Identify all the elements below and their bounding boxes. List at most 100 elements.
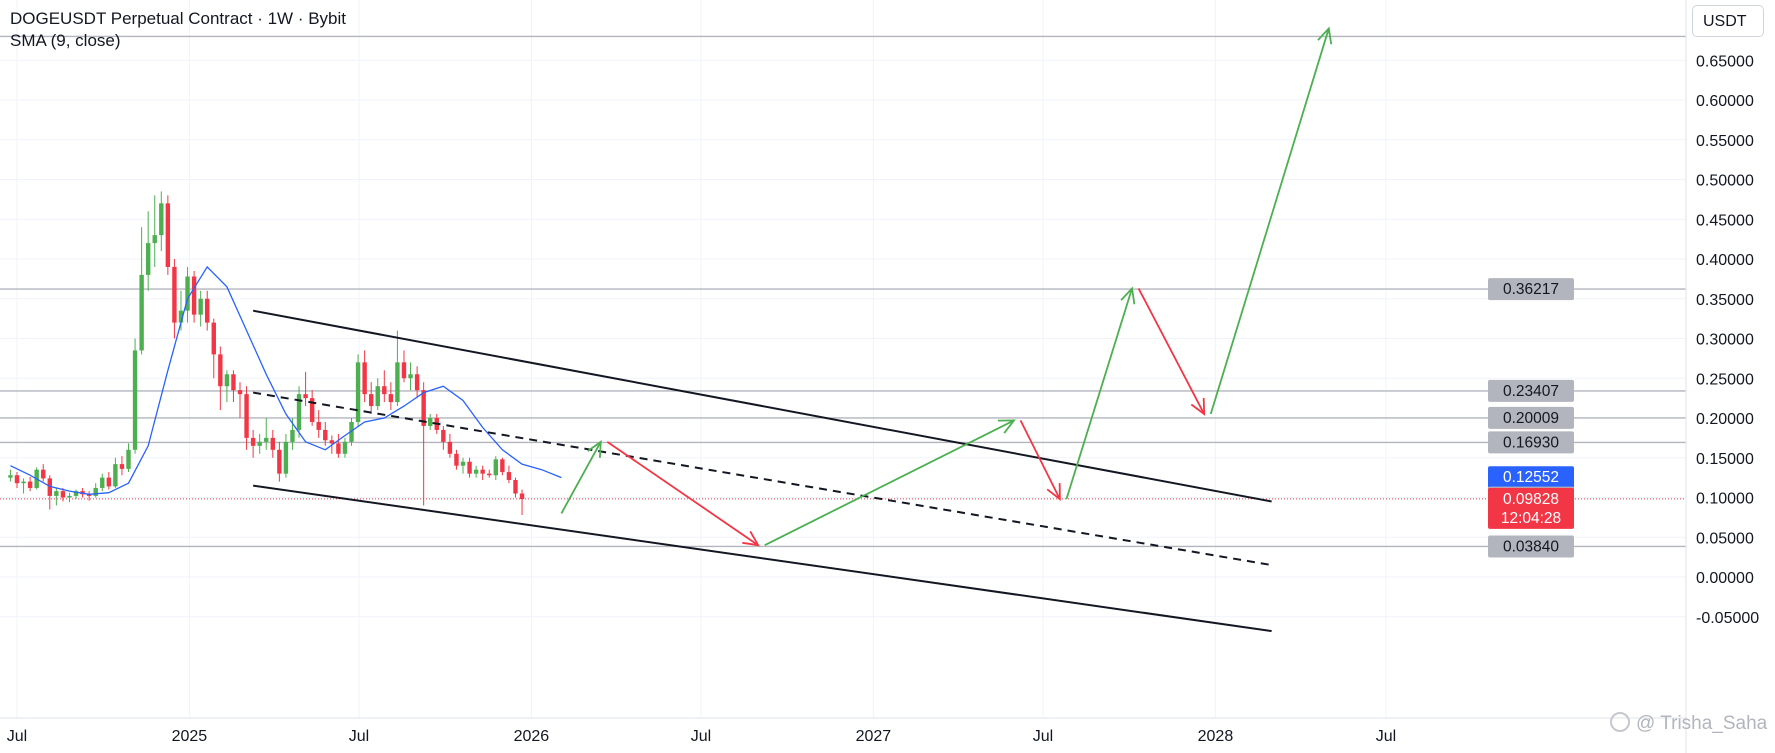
price-label-text: 0.03840 — [1503, 538, 1559, 555]
indicator-label[interactable]: SMA (9, close) — [10, 31, 121, 50]
candle-body — [342, 441, 348, 454]
candle-body — [316, 421, 321, 430]
bar-countdown: 12:04:28 — [1501, 510, 1561, 527]
candle-body — [47, 478, 52, 496]
candle-body — [349, 421, 354, 442]
trend-line-solid — [252, 309, 1272, 503]
projection-arrow-up — [1065, 286, 1136, 500]
watermark-icon — [1610, 712, 1630, 732]
price-tick-label: 0.20000 — [1696, 411, 1754, 428]
candle-body — [8, 475, 13, 478]
time-tick-label: 2028 — [1198, 728, 1234, 745]
trend-line-dashed — [252, 391, 1272, 567]
candle-body — [500, 459, 505, 473]
level-price-label: 0.36217 — [1488, 278, 1574, 301]
candle-body — [421, 390, 426, 426]
price-tick-label: 0.35000 — [1696, 292, 1754, 309]
candle-body — [86, 494, 92, 496]
candle-body — [513, 480, 518, 494]
level-price-label: 0.03840 — [1488, 535, 1574, 558]
price-tick-label: 0.15000 — [1696, 451, 1754, 468]
candle-body — [290, 429, 295, 442]
horizontal-levels — [0, 35, 1686, 548]
candle-body — [106, 477, 112, 487]
price-tick-label: 0.50000 — [1696, 173, 1754, 190]
price-label-box — [1488, 535, 1574, 558]
candle-body — [519, 493, 525, 500]
price-label-box — [1488, 379, 1574, 402]
time-tick-label: 2025 — [172, 728, 208, 745]
arrow-head — [1190, 398, 1206, 416]
chart-grid — [0, 0, 1686, 718]
candle-body — [159, 203, 164, 236]
sma-line — [10, 265, 562, 495]
price-tick-label: 0.40000 — [1696, 252, 1754, 269]
chart-title: DOGEUSDT Perpetual Contract · 1W · Bybit — [10, 9, 347, 28]
arrow-head — [1317, 26, 1333, 45]
candle-body — [139, 274, 144, 351]
current-price-value: 0.09828 — [1503, 491, 1559, 508]
candle-body — [60, 491, 66, 498]
candle-body — [132, 350, 138, 450]
candle-body — [231, 374, 236, 391]
time-axis[interactable]: Jul 2025 Jul 2026 Jul 2027 Jul 2028 Jul — [7, 728, 1396, 745]
candle-body — [191, 276, 197, 315]
price-label-box — [1488, 431, 1574, 454]
candle-body — [152, 235, 157, 244]
price-label-text: 0.20009 — [1503, 410, 1559, 427]
price-tick-label: -0.05000 — [1696, 610, 1759, 627]
arrow-shaft — [1209, 28, 1330, 415]
time-tick-label: Jul — [349, 728, 369, 745]
candle-body — [467, 461, 472, 474]
arrow-head — [742, 530, 760, 547]
price-tick-label: 0.45000 — [1696, 212, 1754, 229]
arrow-head — [997, 419, 1016, 434]
price-axis[interactable]: -0.05000 0.00000 0.05000 0.10000 0.15000 0.20… — [1696, 53, 1759, 627]
candle-body — [14, 475, 20, 484]
trend-lines — [252, 309, 1272, 633]
candle-body — [41, 469, 46, 479]
candle-body — [454, 453, 459, 466]
time-tick-label: Jul — [1033, 728, 1053, 745]
time-tick-label: 2027 — [856, 728, 892, 745]
arrow-head — [1046, 483, 1061, 501]
candle-body — [237, 390, 243, 395]
price-label-box — [1488, 278, 1574, 301]
price-unit-button[interactable]: USDT — [1692, 5, 1764, 37]
projection-arrow-down — [606, 441, 760, 547]
sma-price-label: 0.12552 — [1488, 466, 1574, 489]
candle-body — [211, 322, 216, 355]
candle-body — [185, 276, 190, 311]
candle-body — [382, 386, 387, 395]
price-tick-label: 0.55000 — [1696, 133, 1754, 150]
candle-body — [296, 394, 302, 430]
candle-body — [480, 469, 485, 474]
projection-arrow-up — [1209, 26, 1333, 415]
projection-arrow-up — [560, 440, 602, 514]
candle-body — [506, 472, 512, 481]
candle-body — [388, 394, 394, 403]
price-labels: 0.36217 0.23407 0.20009 0.16930 0.03840 0.125… — [1488, 278, 1574, 558]
candle-body — [487, 473, 492, 476]
candlesticks — [8, 191, 525, 515]
arrow-shaft — [1019, 419, 1061, 500]
candle-body — [119, 464, 125, 469]
candle-body — [21, 481, 26, 484]
time-tick-label: Jul — [691, 728, 711, 745]
price-label-box — [1488, 466, 1574, 489]
watermark: @ Trisha_Saha — [1610, 712, 1767, 735]
time-tick-label: Jul — [7, 728, 27, 745]
candle-body — [309, 398, 315, 422]
projection-arrows — [560, 26, 1333, 547]
candle-body — [428, 418, 433, 426]
candle-body — [395, 362, 400, 403]
candle-body — [283, 441, 289, 474]
candle-body — [362, 362, 367, 395]
candle-body — [198, 298, 203, 315]
price-tick-label: 0.00000 — [1696, 570, 1754, 587]
candle-body — [178, 310, 184, 323]
candle-body — [145, 243, 151, 275]
projection-arrow-down — [1019, 419, 1061, 501]
candle-body — [257, 441, 262, 446]
